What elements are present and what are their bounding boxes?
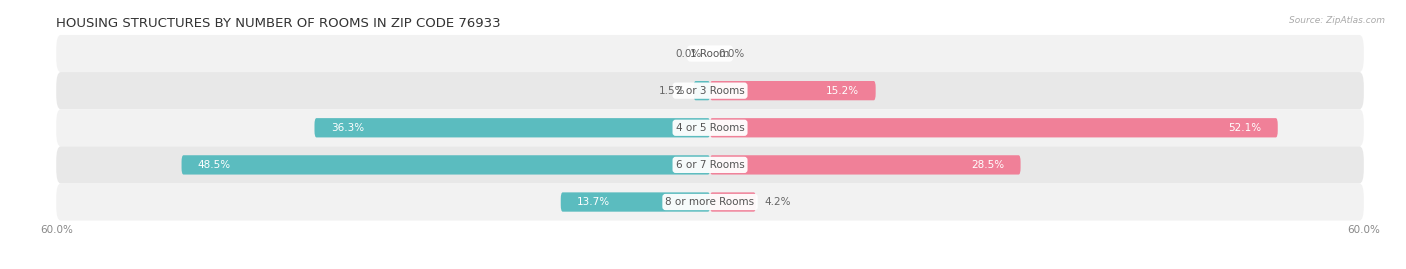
FancyBboxPatch shape — [56, 35, 1364, 72]
Text: 2 or 3 Rooms: 2 or 3 Rooms — [676, 86, 744, 96]
Text: 0.0%: 0.0% — [675, 48, 702, 59]
Text: 0.0%: 0.0% — [718, 48, 745, 59]
Text: 48.5%: 48.5% — [198, 160, 231, 170]
FancyBboxPatch shape — [710, 155, 1021, 175]
Text: 4.2%: 4.2% — [765, 197, 792, 207]
FancyBboxPatch shape — [710, 118, 1278, 137]
FancyBboxPatch shape — [315, 118, 710, 137]
Text: 28.5%: 28.5% — [972, 160, 1004, 170]
FancyBboxPatch shape — [56, 109, 1364, 146]
FancyBboxPatch shape — [710, 81, 876, 100]
FancyBboxPatch shape — [56, 72, 1364, 109]
Text: 15.2%: 15.2% — [827, 86, 859, 96]
FancyBboxPatch shape — [710, 192, 756, 212]
Text: 1.5%: 1.5% — [658, 86, 685, 96]
Text: 1 Room: 1 Room — [690, 48, 730, 59]
Text: 52.1%: 52.1% — [1229, 123, 1261, 133]
Text: 13.7%: 13.7% — [576, 197, 610, 207]
FancyBboxPatch shape — [693, 81, 710, 100]
Text: HOUSING STRUCTURES BY NUMBER OF ROOMS IN ZIP CODE 76933: HOUSING STRUCTURES BY NUMBER OF ROOMS IN… — [56, 17, 501, 30]
Text: 6 or 7 Rooms: 6 or 7 Rooms — [676, 160, 744, 170]
FancyBboxPatch shape — [56, 183, 1364, 221]
FancyBboxPatch shape — [561, 192, 710, 212]
Text: 36.3%: 36.3% — [330, 123, 364, 133]
Text: 4 or 5 Rooms: 4 or 5 Rooms — [676, 123, 744, 133]
FancyBboxPatch shape — [56, 146, 1364, 183]
Text: 8 or more Rooms: 8 or more Rooms — [665, 197, 755, 207]
FancyBboxPatch shape — [181, 155, 710, 175]
Text: Source: ZipAtlas.com: Source: ZipAtlas.com — [1289, 16, 1385, 25]
